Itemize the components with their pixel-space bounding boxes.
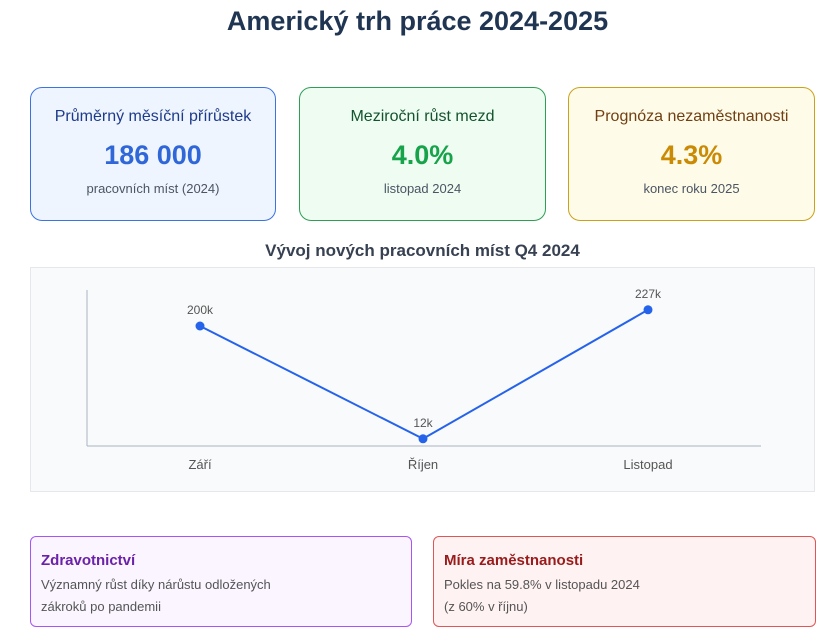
card-value: 4.3% [660, 140, 723, 170]
card-sub: konec roku 2025 [643, 181, 740, 196]
x-tick-label: Září [188, 457, 212, 472]
data-point [418, 434, 428, 444]
note-healthcare: Zdravotnictví Významný růst díky nárůstu… [30, 536, 412, 627]
note-employment-rate: Míra zaměstnanosti Pokles na 59.8% v lis… [433, 536, 816, 627]
card-sub: pracovních míst (2024) [86, 181, 220, 196]
note-line: Významný růst díky nárůstu odložených [41, 577, 271, 592]
note-line: zákroků po pandemii [41, 599, 161, 614]
note-body: Pokles na 59.8% v listopadu 2024 (z 60% … [444, 574, 640, 618]
card-wage-growth: Meziroční růst mezd 4.0% listopad 2024 [299, 87, 546, 221]
card-label: Meziroční růst mezd [350, 108, 495, 125]
card-sub: listopad 2024 [383, 181, 462, 196]
data-point [195, 321, 205, 331]
note-title: Míra zaměstnanosti [444, 552, 584, 569]
note-line: Pokles na 59.8% v listopadu 2024 [444, 577, 640, 592]
x-tick-label: Říjen [408, 457, 438, 472]
chart-title: Vývoj nových pracovních míst Q4 2024 [265, 241, 580, 260]
data-label: 227k [635, 287, 662, 301]
x-tick-label: Listopad [623, 457, 672, 472]
card-label: Průměrný měsíční přírůstek [54, 108, 252, 125]
line-chart: 200k Září 12k Říjen 227k Listopad [86, 287, 761, 472]
card-unemployment-forecast: Prognóza nezaměstnanosti 4.3% konec roku… [568, 87, 815, 221]
page-title: Americký trh práce 2024-2025 [226, 6, 609, 36]
card-label: Prognóza nezaměstnanosti [594, 108, 789, 125]
data-label: 200k [187, 303, 214, 317]
chart-container: 200k Září 12k Říjen 227k Listopad [30, 267, 815, 492]
data-point [643, 305, 653, 315]
note-body: Významný růst díky nárůstu odložených zá… [41, 574, 271, 618]
data-label: 12k [413, 416, 433, 430]
card-value: 186 000 [104, 140, 202, 170]
card-average-monthly-growth: Průměrný měsíční přírůstek 186 000 praco… [30, 87, 276, 221]
note-line: (z 60% v říjnu) [444, 599, 528, 614]
card-value: 4.0% [391, 140, 454, 170]
note-title: Zdravotnictví [41, 552, 136, 569]
